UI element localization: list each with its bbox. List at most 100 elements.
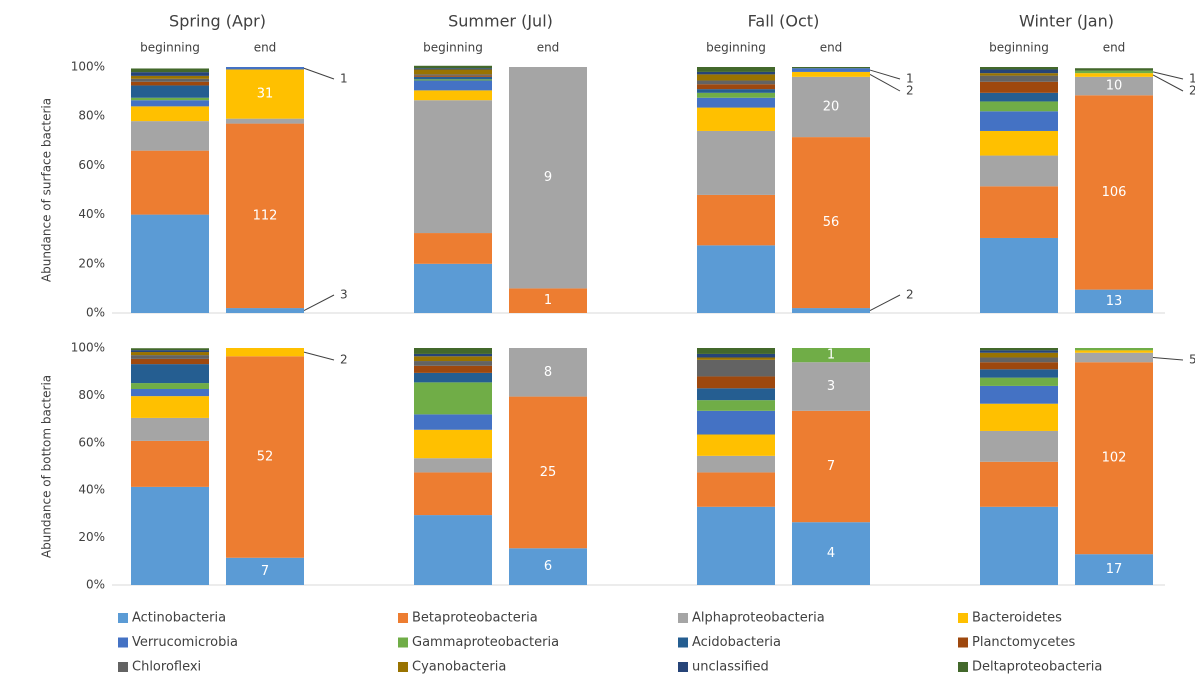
- data-label: 20: [823, 99, 840, 114]
- data-label: 13: [1106, 294, 1123, 309]
- data-label: 2: [1189, 84, 1195, 98]
- bar-segment: [131, 486, 209, 585]
- bar-segment: [1075, 350, 1153, 353]
- bar-segment: [697, 67, 775, 72]
- data-label: 7: [827, 459, 835, 474]
- bar-segment: [980, 69, 1058, 74]
- y-axis-label: Abundance of surface bacteria: [40, 98, 54, 282]
- leader-line: [303, 67, 335, 80]
- legend-swatch: [958, 613, 968, 623]
- bar-segment: [1075, 73, 1153, 77]
- bar-segment: [980, 362, 1058, 370]
- legend-label: Verrucomicrobia: [132, 635, 238, 650]
- legend-label: Deltaproteobacteria: [972, 660, 1102, 675]
- bar-segment: [131, 150, 209, 215]
- bar-segment: [697, 89, 775, 93]
- bar-segment: [414, 76, 492, 80]
- x-category-label: end: [254, 41, 277, 55]
- bar-segment: [414, 356, 492, 362]
- bar-segment: [226, 348, 304, 357]
- bar-segment: [697, 92, 775, 98]
- bar-segment: [414, 263, 492, 313]
- group-label: Fall (Oct): [748, 12, 820, 31]
- data-label: 102: [1102, 451, 1127, 466]
- bar-segment: [414, 74, 492, 76]
- bar-segment: [792, 68, 870, 72]
- bar-segment: [697, 434, 775, 456]
- bar-segment: [226, 123, 304, 309]
- bar-segment: [980, 186, 1058, 238]
- bar-segment: [792, 67, 870, 69]
- bar-segment: [131, 75, 209, 79]
- bar-segment: [980, 352, 1058, 358]
- legend-swatch: [398, 613, 408, 623]
- bar-segment: [414, 75, 492, 77]
- data-label: 9: [544, 170, 552, 185]
- group-label: Winter (Jan): [1019, 12, 1114, 31]
- bar-segment: [697, 130, 775, 195]
- data-label: 56: [823, 215, 840, 230]
- bar-segment: [980, 369, 1058, 378]
- data-label: 1: [544, 293, 552, 308]
- bar-segment: [1075, 68, 1153, 71]
- bar-segment: [414, 515, 492, 585]
- bar-segment: [980, 155, 1058, 187]
- bar-segment: [131, 85, 209, 98]
- group-label: Summer (Jul): [448, 12, 553, 31]
- legend-label: Chloroflexi: [132, 660, 201, 675]
- data-label: 2: [340, 353, 348, 367]
- y-tick-label: 20%: [78, 530, 105, 544]
- data-label: 10: [1106, 79, 1123, 94]
- bar-segment: [414, 65, 492, 69]
- data-label: 112: [253, 208, 278, 223]
- data-label: 17: [1106, 562, 1123, 577]
- bar-segment: [792, 71, 870, 77]
- bar-segment: [414, 68, 492, 70]
- leader-line: [869, 294, 901, 311]
- bar-segment: [697, 388, 775, 401]
- x-category-label: end: [537, 41, 560, 55]
- bar-segment: [792, 308, 870, 313]
- bar-segment: [509, 548, 587, 585]
- data-label: 3: [827, 379, 835, 394]
- bar-segment: [509, 67, 587, 289]
- legend-label: Bacteroidetes: [972, 611, 1062, 626]
- y-tick-label: 20%: [78, 256, 105, 270]
- bar-segment: [980, 350, 1058, 353]
- bar-segment: [131, 97, 209, 101]
- leader-line: [1152, 71, 1184, 80]
- bar-segment: [131, 106, 209, 122]
- bar-segment: [697, 455, 775, 473]
- legend-swatch: [118, 613, 128, 623]
- legend-label: Cyanobacteria: [412, 660, 506, 675]
- bar-segment: [414, 382, 492, 415]
- legend-swatch: [678, 662, 688, 672]
- bar-segment: [414, 372, 492, 383]
- bar-segment: [980, 67, 1058, 70]
- bar-segment: [792, 522, 870, 585]
- bar-segment: [226, 356, 304, 558]
- legend-swatch: [958, 662, 968, 672]
- bar-segment: [1075, 76, 1153, 96]
- bar-segment: [414, 429, 492, 459]
- bar-segment: [980, 75, 1058, 82]
- bar-segment: [980, 461, 1058, 507]
- bar-segment: [131, 121, 209, 151]
- bar-segment: [1075, 554, 1153, 585]
- x-category-label: beginning: [706, 41, 766, 55]
- legend-swatch: [118, 662, 128, 672]
- bar-segment: [1075, 352, 1153, 363]
- bar-segment: [1075, 95, 1153, 290]
- bar-segment: [131, 389, 209, 397]
- bar-segment: [697, 71, 775, 75]
- data-label: 6: [544, 559, 552, 574]
- data-label: 25: [540, 465, 557, 480]
- y-tick-label: 100%: [71, 341, 105, 355]
- data-label: 1: [827, 348, 835, 363]
- bar-segment: [131, 72, 209, 76]
- bar-segment: [792, 410, 870, 523]
- legend-label: unclassified: [692, 660, 769, 675]
- data-label: 3: [340, 288, 348, 302]
- bar-segment: [792, 76, 870, 138]
- legend-label: Acidobacteria: [692, 635, 781, 650]
